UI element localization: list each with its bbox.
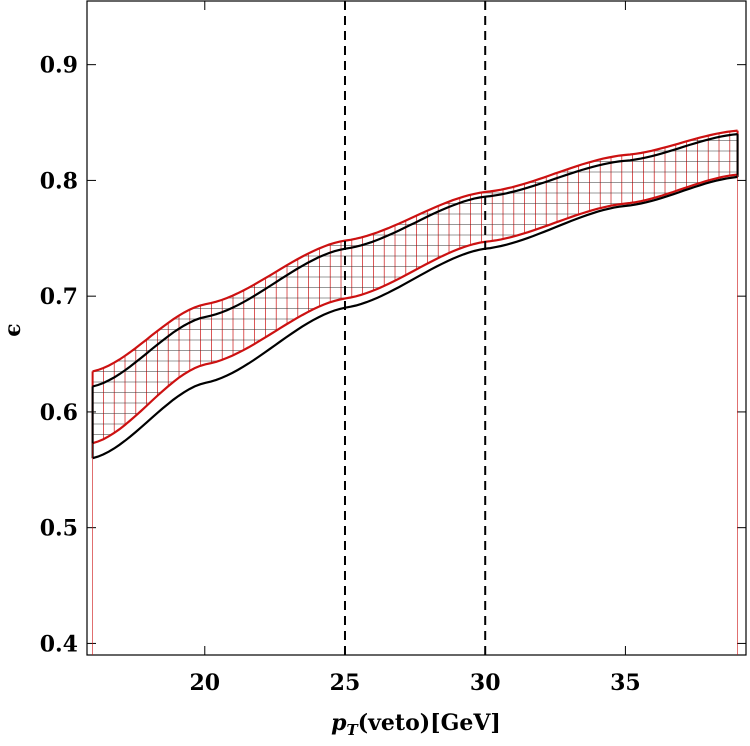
x-tick-label: 35 [610,670,641,696]
y-tick-label: 0.5 [40,516,78,542]
y-tick-label: 0.6 [40,400,78,426]
hatch-grid [92,130,738,444]
plot-frame [86,0,747,656]
bands [91,129,739,655]
y-tick-label: 0.8 [40,168,78,194]
band-upper-edge [92,133,738,388]
x-axis-label: pT(veto)[GeV] [331,710,501,739]
x-tick-label: 20 [189,670,220,696]
y-tick-label: 0.4 [40,631,78,657]
band-lower-edge [92,173,738,445]
y-tick-label: 0.7 [40,284,78,310]
y-tick-label: 0.9 [40,53,78,79]
band-upper-edge [92,129,738,373]
x-tick-label: 25 [330,670,361,696]
y-axis-label: ϵ [0,323,26,336]
vertical-reference-lines [343,1,487,655]
axes: 20 25 30 35 0.4 0.5 0.6 0.7 0.8 0.9 [40,1,746,696]
x-tick-label: 30 [470,670,501,696]
band-lower-edge [92,175,738,460]
